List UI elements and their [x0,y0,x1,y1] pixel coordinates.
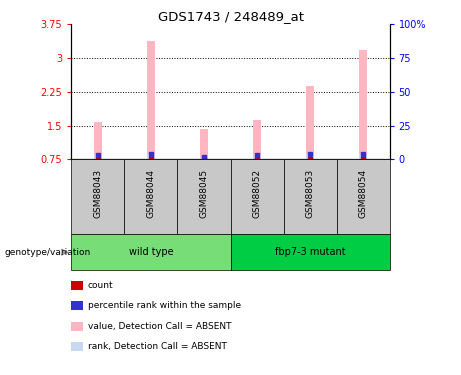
Bar [306,154,314,159]
Text: GSM88053: GSM88053 [306,168,314,218]
Bar [200,157,208,159]
Text: count: count [88,280,113,290]
Bar [253,120,261,159]
Text: GSM88044: GSM88044 [147,169,155,217]
Text: rank, Detection Call = ABSENT: rank, Detection Call = ABSENT [88,342,226,351]
Bar [230,234,390,270]
Bar [359,154,367,159]
Text: value, Detection Call = ABSENT: value, Detection Call = ABSENT [88,322,231,331]
Bar [200,129,208,159]
Bar [177,159,230,234]
Bar [124,159,177,234]
Bar [337,159,390,234]
Text: fbp7-3 mutant: fbp7-3 mutant [275,247,345,257]
Text: GSM88045: GSM88045 [200,169,208,217]
Bar [94,123,102,159]
Bar [359,51,367,159]
Bar [147,41,155,159]
Bar [284,159,337,234]
Title: GDS1743 / 248489_at: GDS1743 / 248489_at [158,10,303,23]
Bar [94,155,102,159]
Text: wild type: wild type [129,247,173,257]
Bar [71,234,230,270]
Bar [147,153,155,159]
Text: GSM88054: GSM88054 [359,169,367,217]
Text: genotype/variation: genotype/variation [5,248,91,256]
Text: GSM88043: GSM88043 [94,169,102,217]
Bar [253,155,261,159]
Bar [71,159,124,234]
Text: GSM88052: GSM88052 [253,169,261,217]
Bar [230,159,284,234]
Bar [306,87,314,159]
Text: percentile rank within the sample: percentile rank within the sample [88,301,241,310]
